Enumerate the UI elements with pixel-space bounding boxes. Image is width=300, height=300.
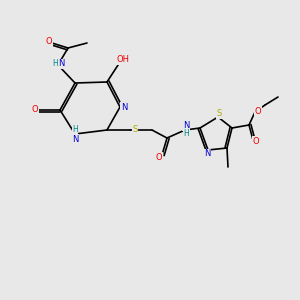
Text: O: O [255,106,261,116]
Text: OH: OH [116,56,130,64]
Text: N: N [58,59,64,68]
Text: S: S [132,125,138,134]
Text: H: H [183,130,189,139]
Text: N: N [204,149,210,158]
Text: O: O [46,38,52,46]
Text: H: H [52,59,58,68]
Text: O: O [32,106,38,115]
Text: H: H [72,125,78,134]
Text: O: O [156,152,162,161]
Text: N: N [183,122,189,130]
Text: N: N [72,134,78,143]
Text: N: N [121,103,127,112]
Text: O: O [253,136,259,146]
Text: S: S [216,110,222,118]
